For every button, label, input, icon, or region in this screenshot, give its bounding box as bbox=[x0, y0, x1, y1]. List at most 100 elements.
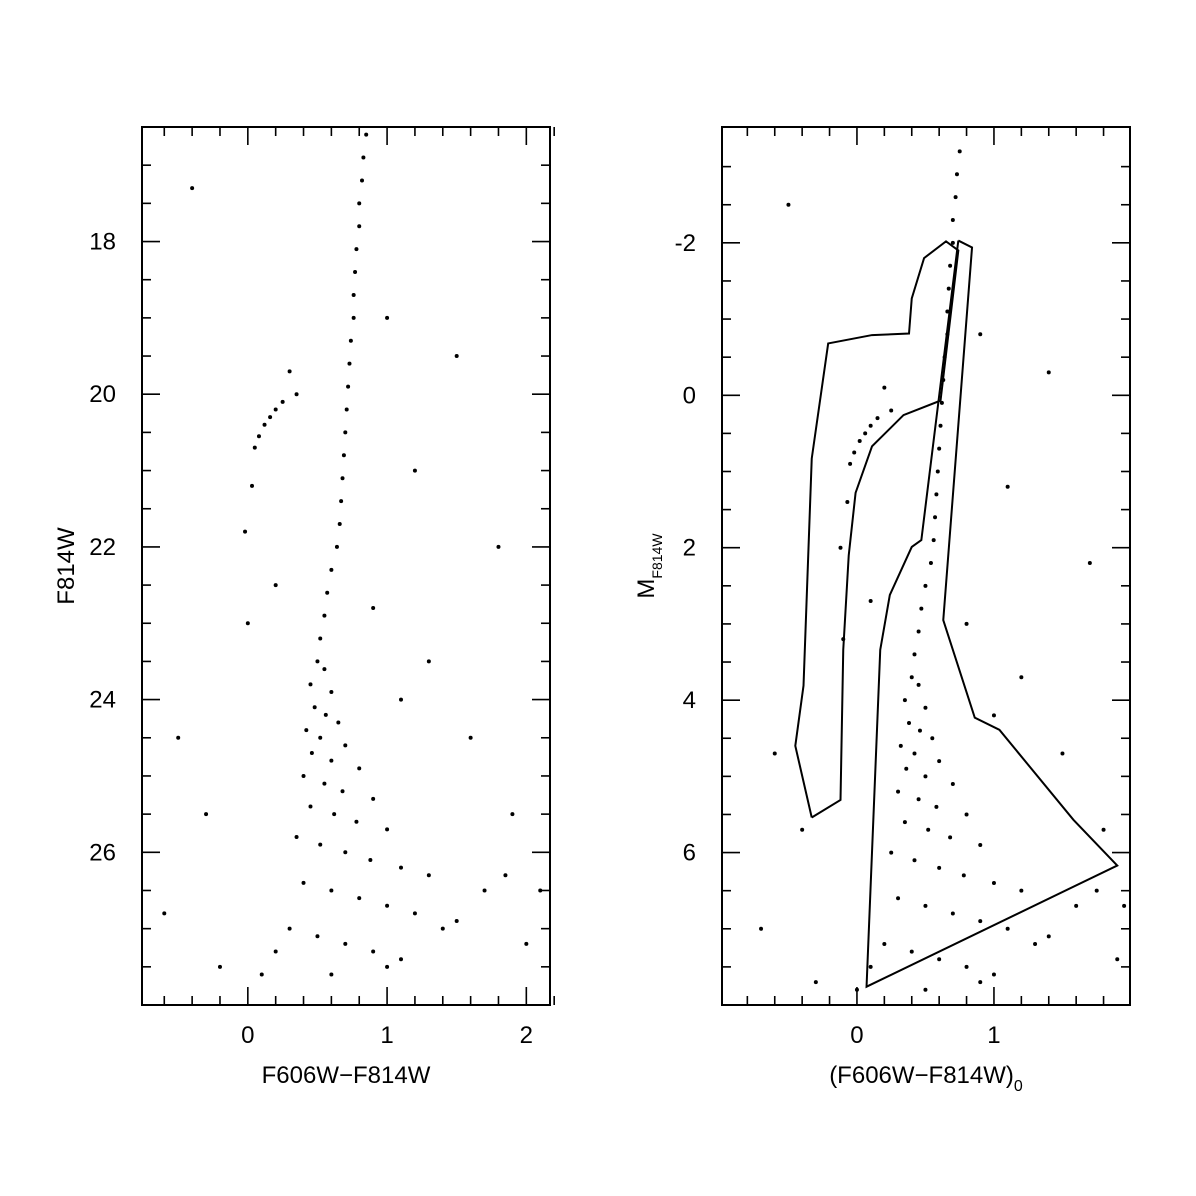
data-point bbox=[287, 369, 292, 374]
data-point bbox=[934, 492, 939, 497]
data-point bbox=[343, 430, 348, 435]
data-point bbox=[341, 453, 346, 458]
data-point bbox=[354, 819, 359, 824]
data-point bbox=[939, 400, 944, 405]
x-axis-label: (F606W−F814W)0 bbox=[829, 1062, 1023, 1095]
data-point bbox=[332, 812, 337, 817]
data-point bbox=[953, 195, 958, 200]
data-point bbox=[250, 483, 255, 488]
data-point bbox=[933, 515, 938, 520]
data-point bbox=[964, 812, 969, 817]
data-point bbox=[503, 873, 508, 878]
y-tick-label: 6 bbox=[683, 840, 696, 867]
data-point bbox=[312, 705, 317, 710]
data-point bbox=[931, 538, 936, 543]
data-point bbox=[325, 590, 330, 595]
data-point bbox=[315, 659, 320, 664]
data-point bbox=[882, 942, 887, 947]
data-point bbox=[308, 804, 313, 809]
data-point bbox=[329, 888, 334, 893]
data-point bbox=[538, 888, 543, 893]
data-point bbox=[852, 450, 857, 455]
data-point bbox=[800, 827, 805, 832]
data-point bbox=[868, 599, 873, 604]
data-point bbox=[991, 713, 996, 718]
data-point bbox=[1046, 370, 1051, 375]
data-point bbox=[838, 545, 843, 550]
data-point bbox=[256, 434, 261, 439]
selection-polygon bbox=[865, 239, 1119, 989]
data-point bbox=[343, 743, 348, 748]
data-point bbox=[273, 583, 278, 588]
data-point bbox=[252, 445, 257, 450]
data-point bbox=[991, 881, 996, 886]
data-point bbox=[309, 751, 314, 756]
data-point bbox=[524, 941, 529, 946]
data-point bbox=[426, 659, 431, 664]
data-point bbox=[351, 292, 356, 297]
data-point bbox=[399, 865, 404, 870]
data-point bbox=[875, 416, 880, 421]
data-point bbox=[786, 202, 791, 207]
data-point bbox=[1005, 926, 1010, 931]
y-axis-label-sub: F814W bbox=[649, 533, 665, 579]
data-point bbox=[334, 544, 339, 549]
data-point bbox=[917, 728, 922, 733]
data-point bbox=[344, 407, 349, 412]
data-point bbox=[772, 751, 777, 756]
data-point bbox=[510, 812, 515, 817]
data-point bbox=[440, 926, 445, 931]
data-point bbox=[273, 949, 278, 954]
data-point bbox=[889, 408, 894, 413]
data-point bbox=[1122, 903, 1127, 908]
data-point bbox=[1101, 827, 1106, 832]
data-point bbox=[1005, 484, 1010, 489]
x-tick-label: 0 bbox=[850, 1022, 863, 1049]
data-point bbox=[923, 705, 928, 710]
y-tick-label: 4 bbox=[683, 687, 696, 714]
data-point bbox=[889, 850, 894, 855]
data-point bbox=[868, 964, 873, 969]
data-point bbox=[329, 567, 334, 572]
data-point bbox=[950, 911, 955, 916]
data-point bbox=[294, 835, 299, 840]
data-point bbox=[923, 903, 928, 908]
data-point bbox=[385, 827, 390, 832]
y-tick-label: 24 bbox=[89, 687, 116, 714]
data-point bbox=[329, 972, 334, 977]
data-point bbox=[937, 446, 942, 451]
data-point bbox=[934, 804, 939, 809]
data-point bbox=[954, 172, 959, 177]
data-point bbox=[347, 361, 352, 366]
data-point bbox=[902, 698, 907, 703]
data-point bbox=[898, 743, 903, 748]
data-point bbox=[357, 224, 362, 229]
y-axis-label: F814W bbox=[53, 527, 80, 605]
data-point bbox=[329, 758, 334, 763]
data-point bbox=[468, 735, 473, 740]
data-point bbox=[280, 399, 285, 404]
data-point bbox=[190, 186, 195, 191]
data-point bbox=[318, 842, 323, 847]
data-point bbox=[259, 972, 264, 977]
data-point bbox=[912, 751, 917, 756]
data-point bbox=[896, 896, 901, 901]
data-point bbox=[964, 621, 969, 626]
data-point bbox=[482, 888, 487, 893]
data-point bbox=[991, 972, 996, 977]
data-point bbox=[353, 270, 358, 275]
data-point bbox=[916, 682, 921, 687]
data-point bbox=[916, 629, 921, 634]
data-point bbox=[923, 583, 928, 588]
data-point bbox=[204, 812, 209, 817]
data-point bbox=[919, 606, 924, 611]
y-tick-label: 20 bbox=[89, 381, 116, 408]
data-point bbox=[348, 338, 353, 343]
data-point bbox=[322, 781, 327, 786]
x-tick-label: 2 bbox=[520, 1022, 533, 1049]
data-point bbox=[385, 315, 390, 320]
data-point bbox=[904, 766, 909, 771]
x-tick-label: 1 bbox=[987, 1022, 1000, 1049]
data-point bbox=[909, 675, 914, 680]
data-point bbox=[308, 682, 313, 687]
